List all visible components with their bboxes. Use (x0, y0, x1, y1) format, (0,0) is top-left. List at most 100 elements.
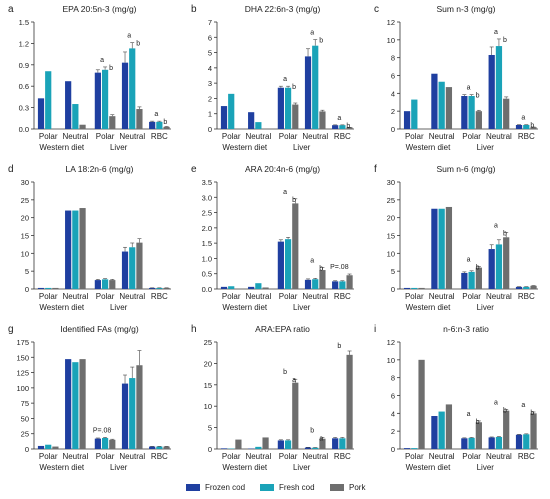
bar-a-3-0 (121, 62, 129, 129)
y-tick-label: 0 (208, 445, 212, 454)
y-tick-label: 0.5 (202, 270, 212, 279)
x-tick-label: Polar (279, 452, 298, 461)
group-label-western: Western diet (406, 463, 452, 472)
group-label-western: Western diet (39, 463, 85, 472)
bar-d-3-1 (129, 247, 136, 289)
bar-b-2-2 (292, 104, 299, 129)
significance-label: a (337, 115, 341, 122)
x-tick-label: Neutral (119, 292, 145, 301)
y-tick-label: 15 (21, 232, 29, 241)
x-tick-label: Polar (279, 132, 298, 141)
panel-letter: f (374, 164, 377, 175)
panel-title: LA 18:2n-6 (mg/g) (65, 164, 133, 174)
bar-b-3-1 (312, 45, 319, 129)
bar-a-1-1 (72, 104, 79, 129)
bar-h-3-1 (312, 447, 319, 449)
x-tick-label: Polar (405, 292, 424, 301)
y-tick-label: 30 (21, 178, 29, 187)
bar-d-0-0 (37, 287, 45, 289)
y-tick-label: 5 (208, 424, 212, 433)
bar-e-3-1 (312, 279, 319, 289)
x-tick-label: Neutral (302, 132, 328, 141)
bar-g-2-1 (101, 437, 109, 449)
significance-label: a (310, 30, 314, 37)
significance-label: a (467, 257, 471, 264)
significance-label: b (503, 231, 507, 238)
bar-d-2-2 (109, 280, 116, 289)
y-tick-label: 1.2 (19, 39, 29, 48)
significance-label: a (521, 115, 525, 122)
bar-b-4-2 (346, 127, 353, 129)
x-tick-label: RBC (151, 452, 168, 461)
bar-b-0-1 (228, 93, 235, 129)
bar-a-2-2 (109, 116, 116, 129)
bar-e-4-0 (332, 281, 339, 289)
chart-panel-a: a EPA 20:5n-3 (mg/g) 0.0 0.3 0.6 0.9 1.2 1.5 Pol… (8, 4, 171, 152)
bar-c-3-2 (503, 98, 510, 129)
bar-a-1-2 (79, 124, 86, 129)
legend-swatch-frozen-cod (186, 483, 200, 491)
bar-d-0-1 (45, 287, 52, 289)
y-tick-label: 4 (208, 64, 212, 73)
legend-item-pork: Pork (330, 480, 365, 494)
bar-i-1-0 (431, 416, 438, 449)
bar-f-0-1 (411, 287, 418, 289)
x-tick-label: RBC (334, 292, 351, 301)
x-tick-label: Polar (462, 132, 481, 141)
chart-panel-f: f Sum n-6 (mg/g) 0 5 10 15 20 25 30 Polar Neutral P… (374, 164, 538, 312)
y-tick-label: 1.5 (202, 239, 212, 248)
bar-c-0-1 (411, 99, 418, 129)
bar-d-4-2 (163, 287, 170, 289)
y-tick-label: 2.0 (202, 224, 212, 233)
x-tick-label: Neutral (62, 292, 88, 301)
significance-label: b (476, 93, 480, 100)
bar-e-2-2 (292, 203, 299, 289)
bar-a-3-2 (136, 109, 143, 129)
bar-h-2-1 (284, 440, 292, 449)
y-tick-label: 10 (387, 36, 395, 45)
group-label-western: Western diet (222, 303, 268, 312)
bar-b-2-0 (277, 87, 284, 129)
y-tick-label: 25 (21, 196, 29, 205)
y-tick-label: 175 (16, 338, 29, 347)
significance-label: a (319, 435, 323, 442)
bar-g-2-0 (94, 438, 101, 449)
bar-a-4-1 (156, 121, 163, 129)
significance-label: b (292, 84, 296, 91)
y-tick-label: 0 (391, 445, 395, 454)
bar-d-1-0 (65, 210, 72, 289)
y-tick-label: 30 (387, 178, 395, 187)
bar-f-0-0 (403, 287, 411, 289)
x-tick-label: RBC (334, 452, 351, 461)
y-tick-label: 2.5 (202, 209, 212, 218)
x-tick-label: Neutral (486, 452, 512, 461)
group-label-western: Western diet (222, 463, 268, 472)
chart-panel-g: g Identified FAs (mg/g) 0 25 50 75 100 125 150 17… (8, 324, 171, 472)
x-tick-label: RBC (518, 292, 535, 301)
group-label-western: Western diet (406, 143, 452, 152)
y-tick-label: 12 (387, 338, 395, 347)
x-tick-label: Polar (222, 452, 241, 461)
bar-a-0-1 (45, 71, 52, 129)
y-tick-label: 2 (208, 94, 212, 103)
bar-f-4-2 (530, 285, 537, 289)
panel-letter: i (374, 324, 376, 335)
bar-f-2-1 (468, 271, 475, 289)
bar-h-3-2 (319, 438, 326, 449)
y-tick-label: 0 (25, 285, 29, 294)
y-tick-label: 0.0 (202, 285, 212, 294)
bar-f-1-1 (438, 208, 445, 289)
significance-label: P=.08 (330, 264, 349, 271)
bar-b-3-2 (319, 111, 326, 129)
legend-item-frozen-cod: Frozen cod (186, 480, 245, 494)
bar-g-0-0 (37, 445, 45, 449)
bar-c-0-0 (403, 111, 411, 129)
legend-label-pork: Pork (349, 482, 366, 492)
bar-g-3-1 (129, 378, 136, 449)
panel-letter: a (8, 4, 14, 15)
significance-label: a (521, 402, 525, 409)
bar-i-1-2 (445, 404, 453, 449)
y-tick-label: 12 (387, 18, 395, 27)
bar-f-2-0 (461, 272, 468, 289)
bar-d-3-0 (121, 251, 129, 289)
